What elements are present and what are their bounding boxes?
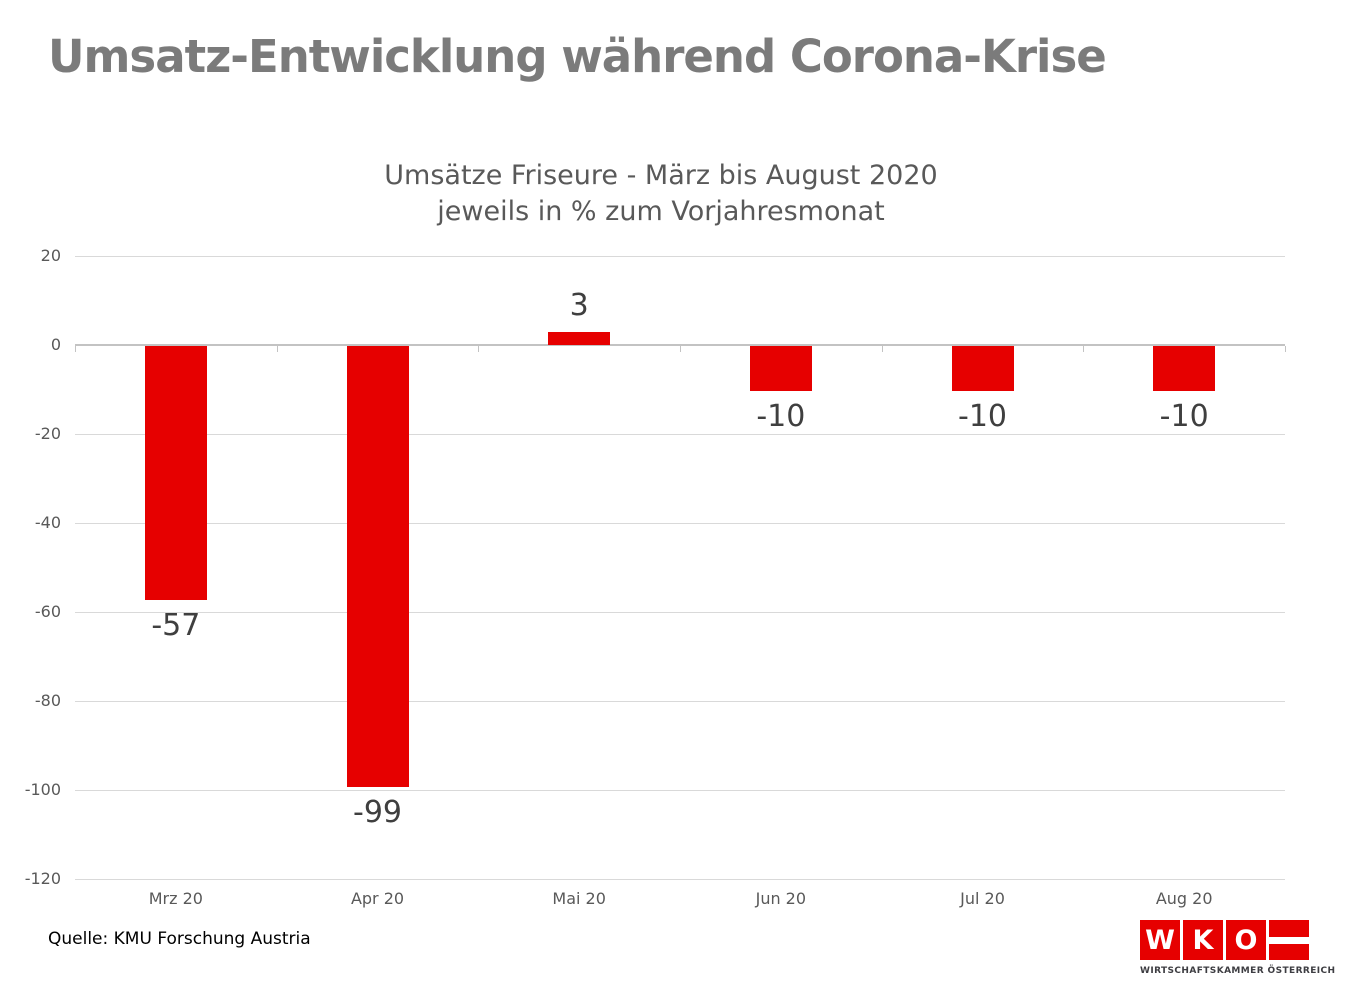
y-axis-label: -40 xyxy=(34,513,61,532)
bar-value-label: -57 xyxy=(151,607,201,643)
y-axis-label: -80 xyxy=(34,691,61,710)
bar xyxy=(749,346,812,391)
y-axis-label: 20 xyxy=(40,246,61,265)
y-axis-label: -100 xyxy=(24,780,61,799)
gridline xyxy=(75,255,1285,257)
zero-axis-line xyxy=(75,344,1285,346)
x-axis-label: Mai 20 xyxy=(552,889,606,908)
y-axis-label: -60 xyxy=(34,602,61,621)
bar xyxy=(144,346,207,600)
x-axis-tick xyxy=(75,346,76,352)
chart-subtitle: Umsätze Friseure - März bis August 2020 … xyxy=(36,158,1286,230)
gridline xyxy=(75,789,1285,791)
bar-value-label: 3 xyxy=(569,287,589,323)
plot-area: 20 0 -20 -40 -60 -80 -100 -120 -57 Mrz 20 -99 Apr 2… xyxy=(25,247,1286,908)
bar-value-label: -10 xyxy=(1159,398,1209,434)
wko-logo-letter-k: K xyxy=(1183,920,1223,960)
chart-title: Umsatz-Entwicklung während Corona-Krise xyxy=(48,30,1107,83)
x-axis-label: Apr 20 xyxy=(350,889,405,908)
gridline xyxy=(75,522,1285,524)
gridline xyxy=(75,611,1285,613)
wko-logo: W K O WIRTSCHAFTSKAMMER ÖSTERREICH xyxy=(1140,920,1336,976)
x-axis-tick xyxy=(277,346,278,352)
chart-subtitle-line2: jeweils in % zum Vorjahresmonat xyxy=(437,196,885,227)
source-note: Quelle: KMU Forschung Austria xyxy=(48,929,311,949)
gridline xyxy=(75,433,1285,435)
wko-logo-blocks: W K O xyxy=(1140,920,1314,960)
bar xyxy=(548,331,611,345)
x-axis-label: Aug 20 xyxy=(1155,889,1213,908)
wko-logo-caption: WIRTSCHAFTSKAMMER ÖSTERREICH xyxy=(1140,966,1336,976)
y-axis-label: 0 xyxy=(50,335,61,354)
y-axis-label: -20 xyxy=(34,424,61,443)
flag-stripe-white xyxy=(1269,937,1309,944)
bar-value-label: -99 xyxy=(353,794,402,830)
flag-stripe-red-bottom xyxy=(1269,944,1309,960)
wko-logo-letter-w: W xyxy=(1140,920,1180,960)
bar-value-label: -10 xyxy=(958,398,1007,434)
gridline xyxy=(75,878,1285,880)
x-axis-tick xyxy=(478,346,479,352)
x-axis-tick xyxy=(1285,346,1286,352)
x-axis-label: Mrz 20 xyxy=(148,889,203,908)
bar xyxy=(1153,346,1216,391)
austria-flag-icon xyxy=(1269,920,1309,960)
x-axis-tick xyxy=(882,346,883,352)
flag-stripe-red-top xyxy=(1269,920,1309,937)
gridline xyxy=(75,700,1285,702)
x-axis-label: Jun 20 xyxy=(755,889,807,908)
chart-subtitle-line1: Umsätze Friseure - März bis August 2020 xyxy=(384,160,938,191)
y-axis-label: -120 xyxy=(24,869,61,888)
x-axis-label: Jul 20 xyxy=(960,889,1005,908)
wko-logo-letter-o: O xyxy=(1226,920,1266,960)
bar xyxy=(346,346,409,787)
x-axis-tick xyxy=(680,346,681,352)
x-axis-tick xyxy=(1083,346,1084,352)
bar xyxy=(951,346,1014,391)
bar-value-label: -10 xyxy=(756,398,806,434)
